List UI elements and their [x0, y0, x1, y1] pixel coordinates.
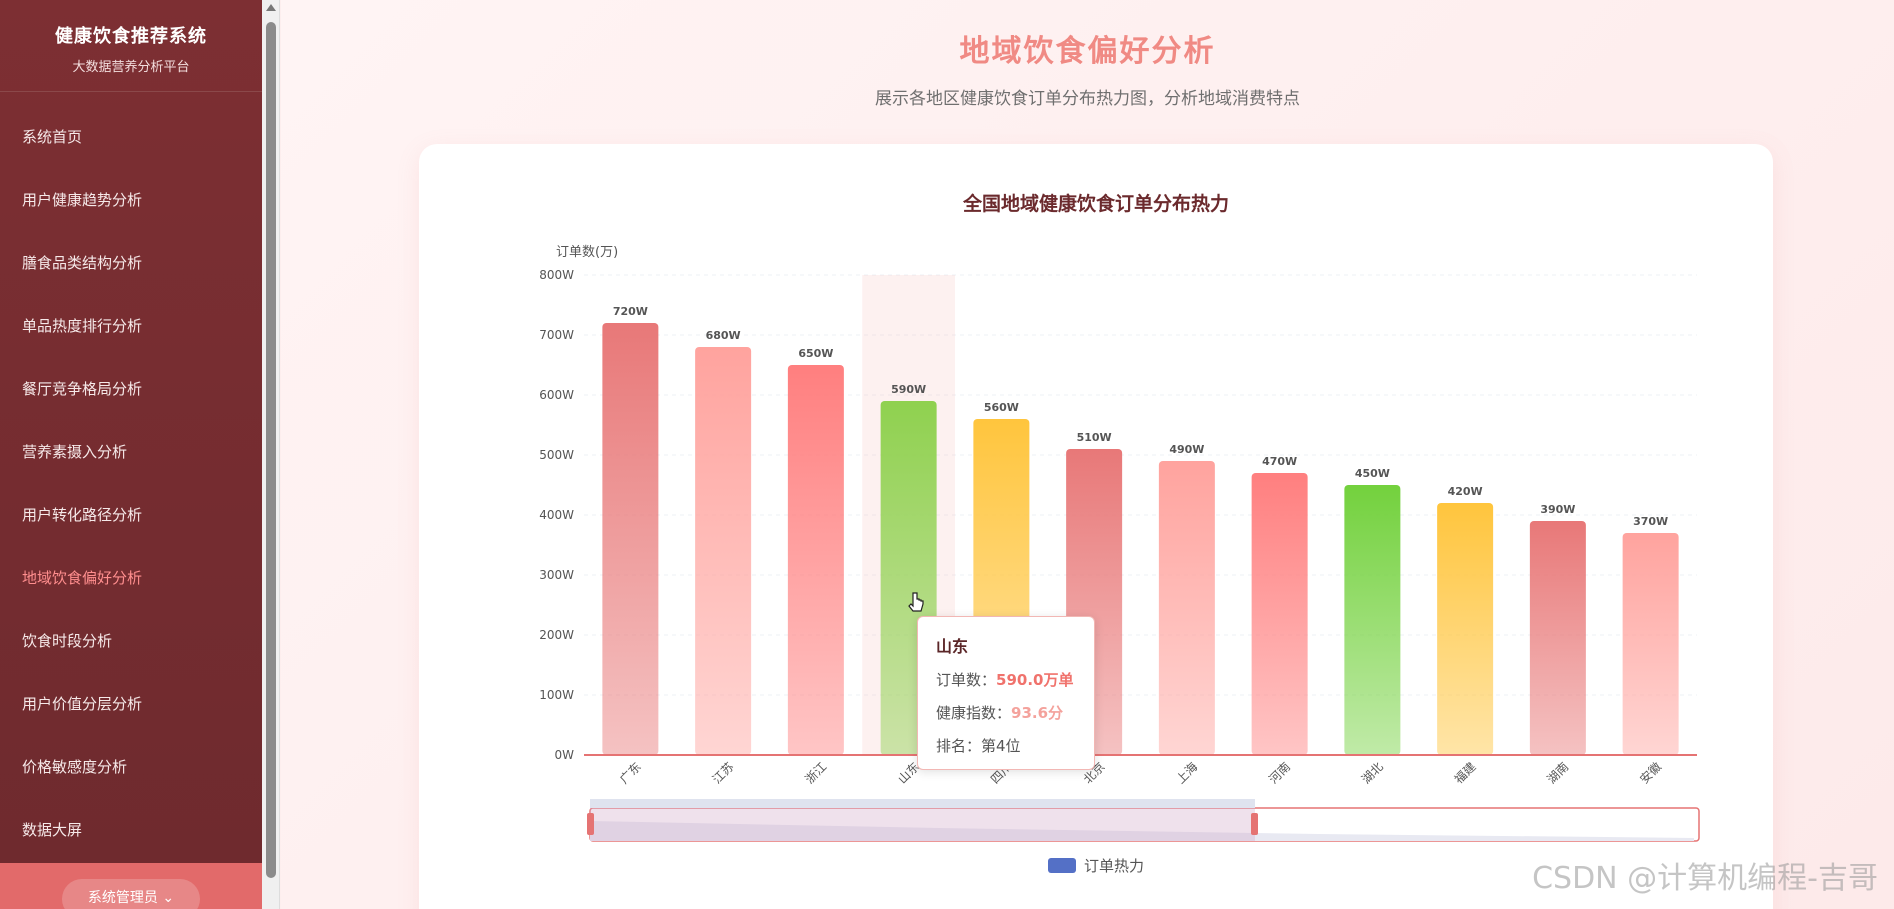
x-tick-label: 安徽: [1636, 759, 1664, 787]
bar-上海[interactable]: [1158, 461, 1215, 755]
data-labels: 720W 680W 650W 590W 560W 510W 490W 470W 450W 420W…: [613, 305, 1668, 528]
sidebar-item-nutrient-intake[interactable]: 营养素摄入分析: [22, 443, 128, 461]
sidebar-item-meal-category[interactable]: 膳食品类结构分析: [22, 254, 143, 272]
bar-data-label: 370W: [1633, 515, 1668, 528]
bar-湖北[interactable]: [1344, 485, 1401, 755]
legend-swatch[interactable]: [1048, 858, 1076, 873]
page-subtitle: 展示各地区健康饮食订单分布热力图，分析地域消费特点: [875, 89, 1300, 109]
y-tick-label: 800W: [539, 268, 574, 282]
y-tick-labels: 0W 100W 200W 300W 400W 500W 600W 700W 800W: [539, 268, 574, 762]
bar-data-label: 560W: [984, 401, 1019, 414]
tooltip-health-value: 93.6分: [1011, 704, 1064, 722]
tooltip-health-label: 健康指数：: [936, 704, 1012, 722]
sidebar-item-conversion-path[interactable]: 用户转化路径分析: [22, 506, 143, 524]
y-tick-label: 400W: [539, 508, 574, 522]
x-tick-label: 河南: [1265, 759, 1293, 787]
sidebar-item-meal-time[interactable]: 饮食时段分析: [22, 632, 113, 650]
data-zoom-slider[interactable]: [587, 799, 1700, 842]
zoom-top-bar[interactable]: [590, 799, 1255, 808]
bar-江苏[interactable]: [695, 347, 752, 755]
sidebar-item-item-ranking[interactable]: 单品热度排行分析: [22, 317, 143, 335]
zoom-selected-range[interactable]: [590, 808, 1255, 841]
y-tick-label: 0W: [555, 748, 575, 762]
x-tick-labels: 广东 江苏 浙江 山东 四川 北京 上海 河南 湖北 福建 湖南 安徽: [617, 759, 1664, 787]
bar-data-label: 680W: [706, 329, 741, 342]
system-admin-button[interactable]: 系统管理员 ⌄: [62, 879, 200, 909]
legend-label[interactable]: 订单热力: [1084, 857, 1144, 875]
sidebar-scrollbar[interactable]: [262, 0, 280, 909]
x-tick-label: 福建: [1451, 759, 1479, 787]
zoom-preview-area: [590, 821, 1694, 841]
bar-data-label: 510W: [1077, 431, 1112, 444]
watermark: CSDN @计算机编程-吉哥: [1532, 861, 1878, 896]
x-tick-label: 上海: [1173, 759, 1201, 787]
x-tick-label: 浙江: [802, 760, 829, 787]
mouse-pointer-icon: [908, 592, 924, 612]
tooltip-orders-label: 订单数：: [936, 671, 997, 689]
x-tick-label: 江苏: [710, 760, 737, 787]
sidebar-item-restaurant-competition[interactable]: 餐厅竞争格局分析: [22, 380, 143, 398]
y-tick-label: 100W: [539, 688, 574, 702]
bar-data-label: 490W: [1169, 443, 1204, 456]
sidebar-nav: 系统首页 用户健康趋势分析 膳食品类结构分析 单品热度排行分析 餐厅竞争格局分析…: [0, 106, 262, 862]
bar-data-label: 650W: [798, 347, 833, 360]
bar-广东[interactable]: [602, 323, 659, 755]
bar-湖南[interactable]: [1529, 521, 1586, 755]
main-content: 地域饮食偏好分析 展示各地区健康饮食订单分布热力图，分析地域消费特点 全国地域健…: [281, 0, 1894, 909]
zoom-handle-right[interactable]: [1251, 813, 1258, 835]
bar-data-label: 450W: [1355, 467, 1390, 480]
tooltip-title: 山东: [936, 637, 969, 656]
sidebar-item-dashboard[interactable]: 数据大屏: [22, 821, 83, 839]
y-tick-label: 500W: [539, 448, 574, 462]
bar-福建[interactable]: [1437, 503, 1494, 755]
bar-安徽[interactable]: [1622, 533, 1679, 755]
sidebar: 健康饮食推荐系统 大数据营养分析平台 系统首页 用户健康趋势分析 膳食品类结构分…: [0, 0, 262, 909]
chart-card: 全国地域健康饮食订单分布热力 订单数(万) 720W 680W 650W 590W 56…: [419, 144, 1773, 909]
legend[interactable]: 订单热力: [1048, 857, 1144, 875]
bar-chart[interactable]: 全国地域健康饮食订单分布热力 订单数(万) 720W 680W 650W 590W 56…: [419, 144, 1773, 909]
bar-data-label: 590W: [891, 383, 926, 396]
x-tick-label: 湖南: [1544, 759, 1572, 787]
x-tick-label: 湖北: [1358, 759, 1386, 787]
grid-lines: [584, 274, 1697, 696]
tooltip-orders-value: 590.0万单: [996, 671, 1074, 689]
sidebar-item-home[interactable]: 系统首页: [22, 128, 83, 146]
bar-data-label: 470W: [1262, 455, 1297, 468]
bars: [602, 323, 1679, 755]
tooltip-health-row: 健康指数：93.6分: [936, 702, 1076, 723]
y-tick-label: 300W: [539, 568, 574, 582]
sidebar-item-price-sensitivity[interactable]: 价格敏感度分析: [22, 758, 128, 776]
page-title: 地域饮食偏好分析: [959, 34, 1216, 69]
y-tick-label: 600W: [539, 388, 574, 402]
chart-tooltip: 山东 订单数：590.0万单 健康指数：93.6分 排名：第4位: [917, 616, 1095, 770]
sidebar-item-regional-preference[interactable]: 地域饮食偏好分析: [22, 569, 143, 587]
tooltip-rank: 排名：第4位: [936, 737, 1021, 755]
brand: 健康饮食推荐系统 大数据营养分析平台: [0, 0, 262, 92]
bar-data-label: 390W: [1540, 503, 1575, 516]
zoom-handle-left[interactable]: [587, 813, 594, 835]
bar-data-label: 720W: [613, 305, 648, 318]
y-axis-label: 订单数(万): [556, 245, 618, 260]
system-footer: 系统管理员 ⌄: [0, 863, 262, 909]
sidebar-item-user-health-trend[interactable]: 用户健康趋势分析: [22, 191, 143, 209]
y-tick-label: 700W: [539, 328, 574, 342]
y-tick-label: 200W: [539, 628, 574, 642]
brand-subtitle: 大数据营养分析平台: [72, 60, 190, 75]
bar-河南[interactable]: [1251, 473, 1308, 755]
x-tick-label: 广东: [617, 760, 644, 787]
bar-data-label: 420W: [1448, 485, 1483, 498]
scroll-up-arrow-icon[interactable]: [266, 4, 276, 11]
brand-title: 健康饮食推荐系统: [55, 26, 207, 47]
scrollbar-thumb[interactable]: [266, 22, 276, 878]
bar-浙江[interactable]: [787, 365, 844, 755]
sidebar-item-user-value[interactable]: 用户价值分层分析: [22, 695, 143, 713]
chart-title: 全国地域健康饮食订单分布热力: [962, 192, 1229, 215]
tooltip-orders-row: 订单数：590.0万单: [936, 669, 1076, 690]
